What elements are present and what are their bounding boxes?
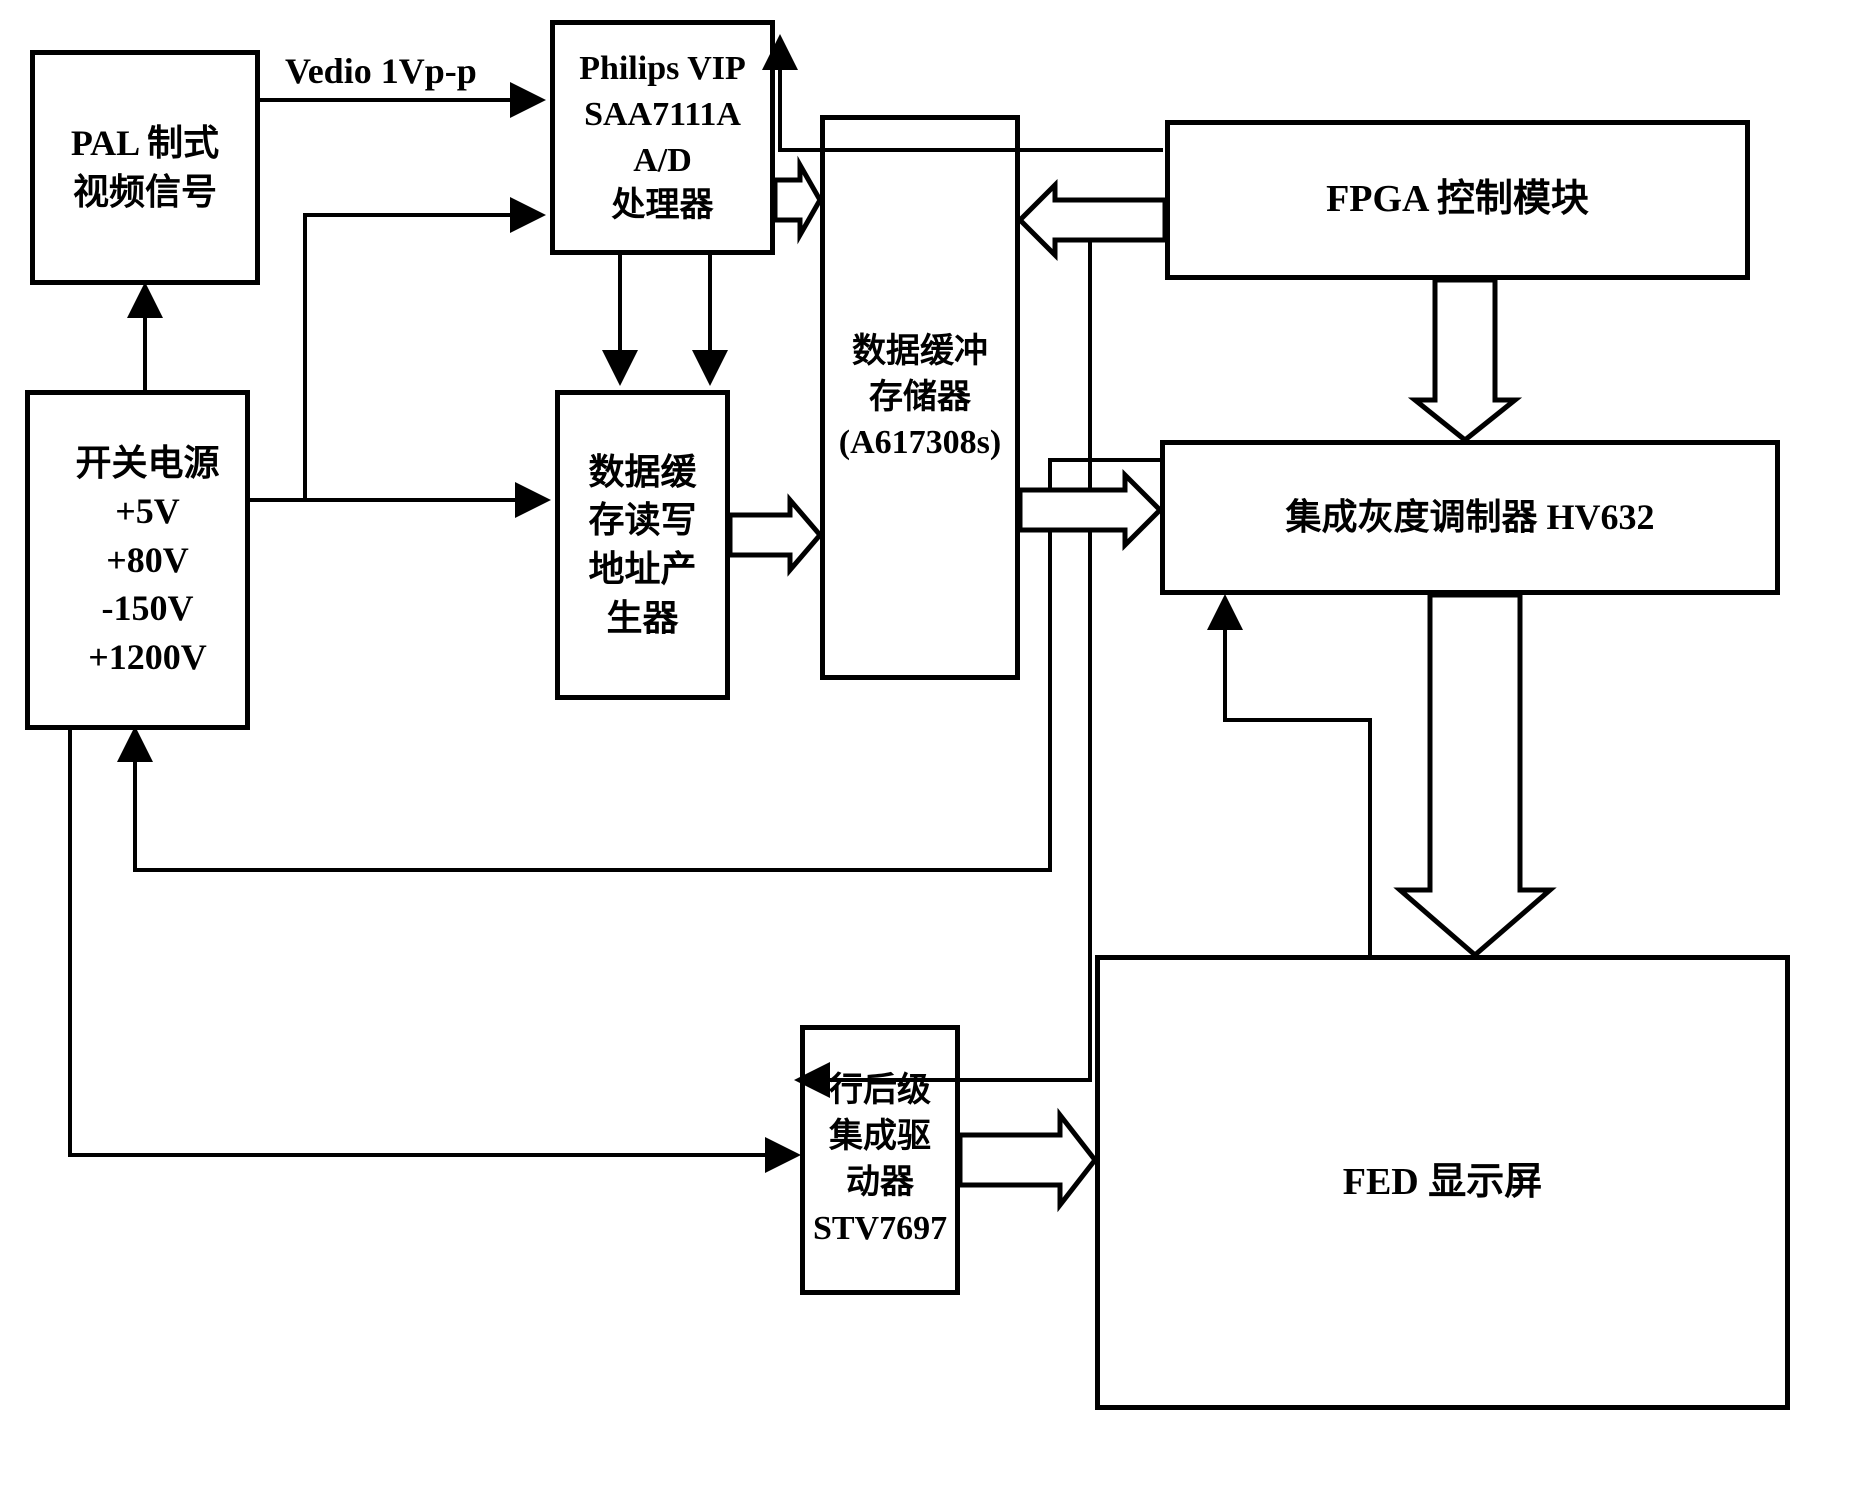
node-pal-line1: PAL 制式 — [71, 119, 219, 168]
node-rowdrv-l3: 动器 — [813, 1160, 947, 1206]
node-power-title: 开关电源 — [60, 439, 235, 488]
node-fpga: FPGA 控制模块 — [1165, 120, 1750, 280]
node-pal: PAL 制式 视频信号 — [30, 50, 260, 285]
block-arrow-gray-fed — [1400, 595, 1550, 955]
diagram-canvas: PAL 制式 视频信号 Philips VIP SAA7111A A/D 处理器… — [20, 20, 1833, 1487]
block-arrow-fpga-gray — [1415, 280, 1515, 440]
node-addrgen-l3: 地址产 — [588, 545, 696, 594]
node-power-v2: +80V — [60, 536, 235, 585]
node-addrgen-l1: 数据缓 — [588, 448, 696, 497]
node-fed: FED 显示屏 — [1095, 955, 1790, 1410]
node-power: 开关电源 +5V +80V -150V +1200V — [25, 390, 250, 730]
node-buffer-l2: 存储器 — [839, 375, 1001, 421]
node-addrgen-l2: 存读写 — [588, 496, 696, 545]
block-arrow-addrgen-buffer — [730, 500, 820, 570]
node-philips-l4: 处理器 — [579, 183, 746, 229]
node-power-v1: +5V — [60, 487, 235, 536]
arrow-power-to-philips — [305, 215, 540, 500]
block-arrow-buffer-gray — [1020, 475, 1160, 545]
node-philips-l2: SAA7111A — [579, 92, 746, 138]
node-philips-l3: A/D — [579, 138, 746, 184]
block-arrow-rowdrv-fed — [960, 1115, 1095, 1205]
node-gray: 集成灰度调制器 HV632 — [1160, 440, 1780, 595]
node-rowdrv-l4: STV7697 — [813, 1206, 947, 1252]
node-buffer-l3: (A617308s) — [839, 420, 1001, 466]
node-philips: Philips VIP SAA7111A A/D 处理器 — [550, 20, 775, 255]
edge-label-vedio: Vedio 1Vp-p — [285, 50, 477, 92]
arrow-fed-to-gray — [1225, 600, 1370, 955]
node-buffer-l1: 数据缓冲 — [839, 329, 1001, 375]
arrow-power-to-rowdrv — [70, 730, 795, 1155]
node-fed-label: FED 显示屏 — [1343, 1157, 1543, 1208]
node-pal-line2: 视频信号 — [71, 168, 219, 217]
block-arrow-fpga-buffer — [1020, 185, 1165, 255]
node-addrgen-l4: 生器 — [588, 594, 696, 643]
node-philips-l1: Philips VIP — [579, 46, 746, 92]
node-power-v4: +1200V — [60, 633, 235, 682]
node-addrgen: 数据缓 存读写 地址产 生器 — [555, 390, 730, 700]
node-rowdrv-l1: 行后级 — [813, 1068, 947, 1114]
node-power-v3: -150V — [60, 584, 235, 633]
node-fpga-label: FPGA 控制模块 — [1326, 174, 1589, 225]
node-rowdrv-l2: 集成驱 — [813, 1114, 947, 1160]
node-gray-label: 集成灰度调制器 HV632 — [1285, 493, 1654, 542]
node-rowdrv: 行后级 集成驱 动器 STV7697 — [800, 1025, 960, 1295]
block-arrow-philips-buffer — [775, 165, 820, 235]
node-buffer: 数据缓冲 存储器 (A617308s) — [820, 115, 1020, 680]
